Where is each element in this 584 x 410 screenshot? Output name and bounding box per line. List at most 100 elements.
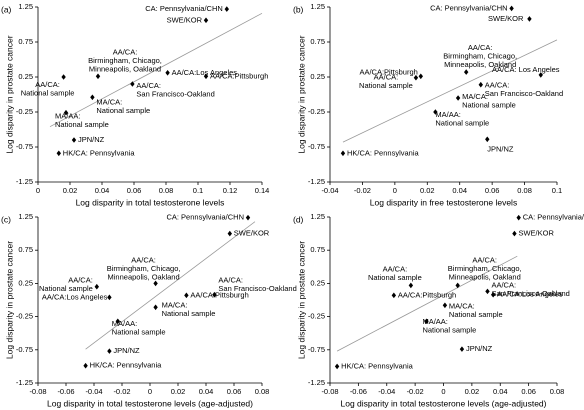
- y-axis-label: Log disparity in prostate cancer: [296, 241, 306, 359]
- point-label: SWE/KOR: [234, 229, 270, 238]
- point: [212, 291, 217, 298]
- point-label: AA/CA:: [472, 255, 497, 264]
- point-label: AA/CA:Pittsburgh: [190, 290, 248, 299]
- point-label: National sample: [55, 120, 109, 129]
- point-label: Minneapolis, Oakland: [89, 64, 161, 73]
- point-label: AA/CA:: [113, 47, 138, 56]
- x-tick-label: -0.06: [57, 387, 74, 396]
- point-label: JPN/NZ: [78, 135, 105, 144]
- y-tick-label: -0.75: [16, 345, 33, 354]
- point: [464, 69, 469, 75]
- y-tick-label: -1.25: [308, 378, 325, 387]
- point-label: HK/CA: Pennsylvania: [341, 361, 414, 370]
- point: [485, 136, 490, 143]
- y-tick-label: 0.25: [18, 278, 33, 287]
- trend-line: [49, 12, 263, 128]
- y-tick-label: 1.25: [18, 2, 33, 11]
- y-tick-label: -0.75: [16, 142, 33, 151]
- point-label: AA/CA:: [218, 276, 243, 285]
- x-tick-label: -0.04: [321, 186, 338, 195]
- y-tick-label: -0.75: [308, 345, 325, 354]
- trend-line: [342, 39, 558, 143]
- point-label: San Francisco-Oakland: [485, 89, 563, 98]
- point: [83, 362, 88, 369]
- panel-label: (b): [293, 4, 304, 14]
- point-label: Birmingham, Chicago,: [448, 264, 522, 273]
- x-axis-label: Log disparity in total testosterone leve…: [47, 398, 253, 408]
- trend-line: [85, 221, 256, 350]
- x-axis-label: Log disparity in total testosterone leve…: [76, 197, 225, 207]
- point-label: Minneapolis, Oakland: [449, 272, 521, 281]
- y-tick-label: 0.75: [18, 245, 33, 254]
- y-tick-label: 0.75: [310, 245, 325, 254]
- panel-label: (c): [1, 214, 11, 224]
- x-tick-label: 0: [36, 186, 40, 195]
- point: [485, 288, 490, 295]
- point: [130, 81, 135, 87]
- point-label: CA: Pennsylvania/CHN: [523, 213, 584, 222]
- point-label: AA/CA:Pittsburgh: [398, 290, 456, 299]
- point: [413, 74, 419, 81]
- point-label: National sample: [435, 118, 489, 127]
- point: [455, 95, 461, 101]
- point-label: HK/CA: Pennsylvania: [63, 148, 136, 157]
- point: [424, 318, 429, 325]
- point-label: National sample: [96, 106, 150, 115]
- x-tick-label: -0.04: [378, 387, 395, 396]
- point-label: Birmingham, Chicago,: [88, 56, 162, 65]
- x-tick-label: 0.04: [95, 186, 110, 195]
- y-tick-label: -0.25: [16, 312, 33, 321]
- x-tick-label: 0.1: [193, 186, 203, 195]
- point: [184, 292, 189, 299]
- point: [224, 6, 229, 12]
- point-label: MA/AA:: [112, 319, 137, 328]
- point: [153, 304, 158, 311]
- point-label: National sample: [462, 100, 516, 109]
- x-tick-label: 0.1: [552, 186, 562, 195]
- point-label: AA/CA:: [68, 276, 93, 285]
- x-tick-label: -0.02: [407, 387, 424, 396]
- x-tick-label: 0: [393, 186, 397, 195]
- y-tick-label: -0.25: [16, 107, 33, 116]
- x-tick-label: -0.06: [350, 387, 367, 396]
- point: [509, 5, 514, 12]
- point-label: MA/CA:: [162, 300, 188, 309]
- point-label: National sample: [112, 328, 166, 337]
- point-label: National sample: [449, 310, 503, 319]
- y-tick-label: 0.25: [18, 72, 33, 81]
- x-tick-label: 0.06: [485, 186, 500, 195]
- x-axis-label: Log disparity in total testosterone leve…: [340, 398, 546, 408]
- point-label: AA/CA:: [136, 81, 161, 90]
- point: [478, 81, 483, 88]
- y-tick-label: -0.25: [308, 312, 325, 321]
- point: [490, 291, 496, 298]
- point-label: CA: Pennsylvania/CHN: [430, 3, 508, 12]
- y-tick-label: 1.25: [18, 212, 33, 221]
- point-label: San Francisco-Oakland: [136, 89, 214, 98]
- y-axis-label: Log disparity in prostate cancer: [4, 35, 14, 153]
- y-tick-label: 0.75: [18, 37, 33, 46]
- x-axis-label: Log disparity in free testosterone level…: [370, 197, 517, 207]
- y-tick-label: -0.75: [308, 142, 325, 151]
- point-label: AA/CA:: [491, 280, 516, 289]
- point-label: SWE/KOR: [167, 15, 203, 24]
- y-tick-label: 0.75: [310, 37, 325, 46]
- x-tick-label: 0.06: [227, 387, 242, 396]
- y-tick-label: 0.25: [310, 278, 325, 287]
- panel-label: (d): [293, 214, 304, 224]
- y-tick-label: 1.25: [310, 2, 325, 11]
- point: [455, 282, 460, 289]
- point-label: AA/CA:Los Angeles: [172, 68, 238, 77]
- point: [107, 294, 112, 301]
- point-label: National sample: [368, 273, 422, 282]
- point: [63, 109, 69, 116]
- x-tick-label: 0.04: [199, 387, 214, 396]
- point-label: MA/CA:: [462, 92, 488, 101]
- x-tick-label: -0.08: [29, 387, 46, 396]
- point: [165, 70, 170, 76]
- point-label: SWE/KOR: [518, 229, 554, 238]
- point-label: MA/AA:: [422, 317, 447, 326]
- panel-label: (a): [1, 4, 12, 14]
- point: [90, 94, 95, 101]
